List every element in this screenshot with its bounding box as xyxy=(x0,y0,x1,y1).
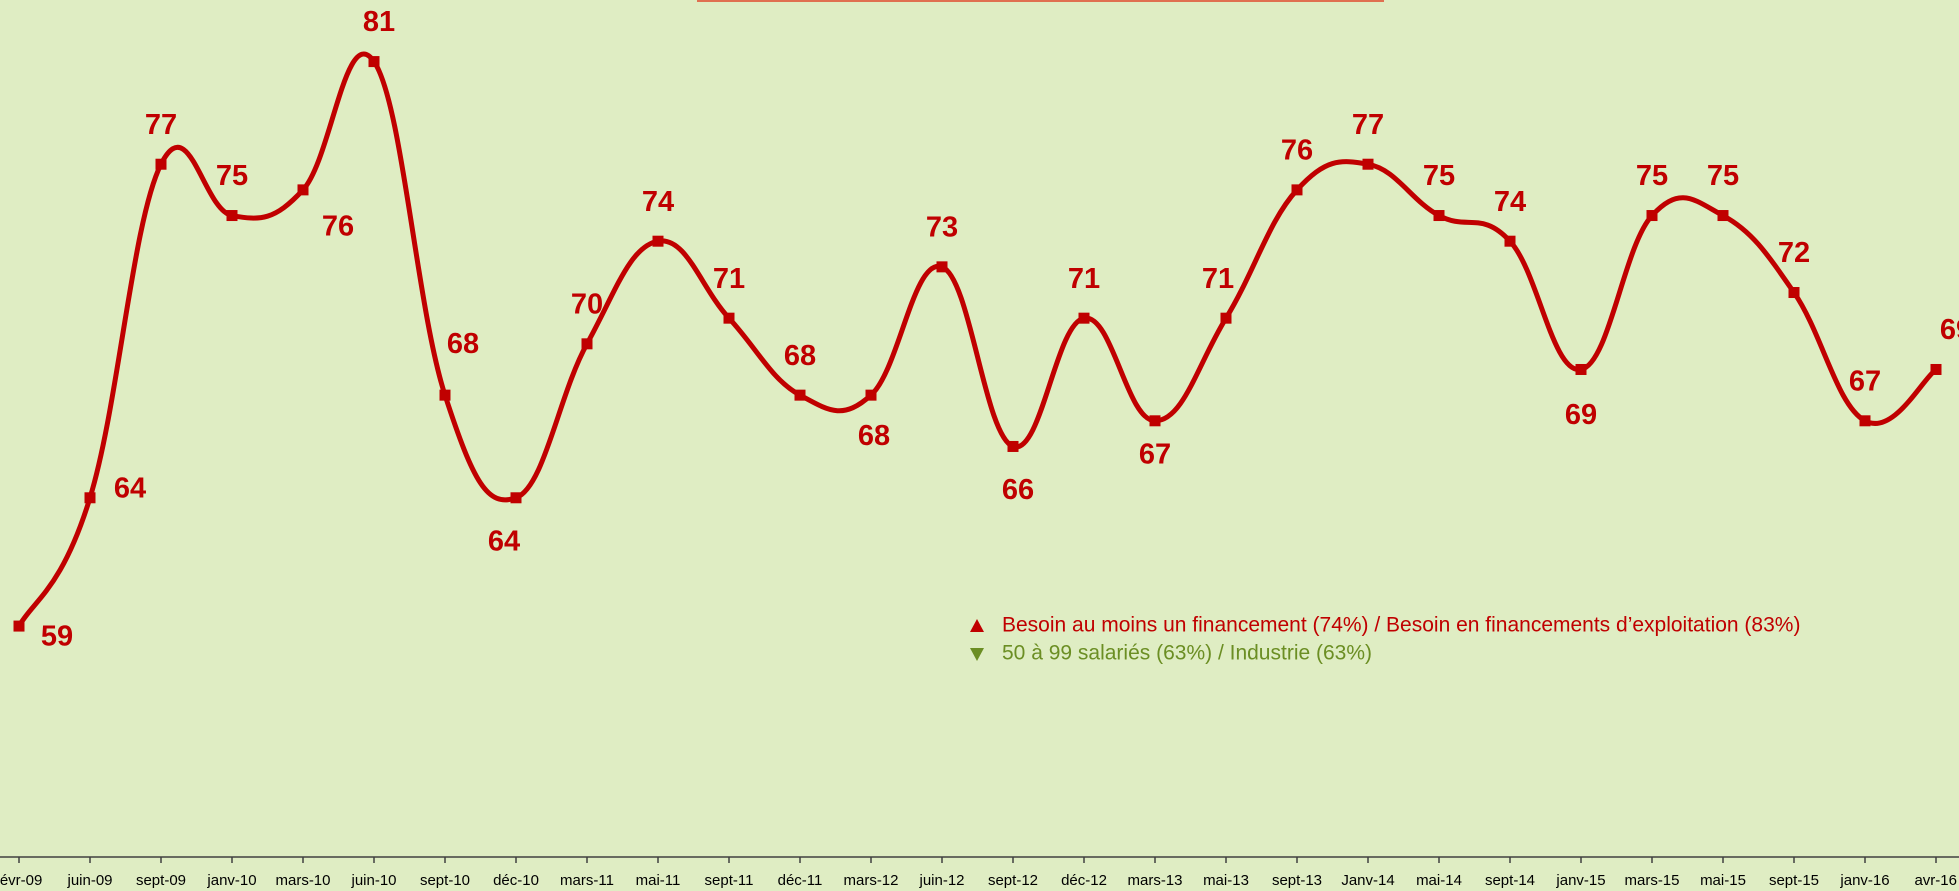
data-label: 71 xyxy=(1068,263,1100,295)
point-marker xyxy=(1646,210,1658,222)
data-label: 67 xyxy=(1849,365,1881,397)
x-tick-label: janv-15 xyxy=(1555,872,1605,889)
point-marker xyxy=(226,210,238,222)
data-label: 75 xyxy=(1707,160,1739,192)
legend-marker xyxy=(970,619,984,632)
x-tick-label: juin-12 xyxy=(918,872,964,889)
data-label: 76 xyxy=(322,211,354,243)
point-marker xyxy=(936,261,948,273)
point-marker xyxy=(1362,158,1374,170)
data-label: 71 xyxy=(713,263,745,295)
x-tick-label: sept-11 xyxy=(705,872,754,889)
data-label: 74 xyxy=(1494,186,1526,218)
point-marker xyxy=(1575,363,1587,375)
point-marker xyxy=(652,235,664,247)
legend-label: Besoin au moins un financement (74%) / B… xyxy=(1002,614,1800,637)
point-marker xyxy=(155,158,167,170)
point-marker xyxy=(1504,235,1516,247)
point-marker xyxy=(1859,415,1871,427)
legend-label: 50 à 99 salariés (63%) / Industrie (63%) xyxy=(1002,642,1372,665)
data-label: 75 xyxy=(1636,160,1668,192)
x-tick-label: mai-11 xyxy=(636,872,681,889)
point-marker xyxy=(1930,363,1942,375)
data-label: 70 xyxy=(571,288,603,320)
data-label: 76 xyxy=(1281,135,1313,167)
data-label: 72 xyxy=(1778,237,1810,269)
data-label: 64 xyxy=(114,472,146,504)
point-marker xyxy=(1717,210,1729,222)
point-marker xyxy=(1220,312,1232,324)
data-label: 68 xyxy=(784,340,816,372)
point-marker xyxy=(1291,184,1303,196)
point-marker xyxy=(84,492,96,504)
point-marker xyxy=(439,389,451,401)
x-tick-label: sept-09 xyxy=(136,872,186,889)
x-tick-label: déc-10 xyxy=(493,872,539,889)
x-tick-label: mars-10 xyxy=(275,872,330,889)
x-tick-label: mai-13 xyxy=(1203,872,1249,889)
x-tick-label: mars-11 xyxy=(560,872,614,889)
point-marker xyxy=(723,312,735,324)
x-tick-label: avr-16 xyxy=(1914,872,1957,889)
x-tick-label: mars-15 xyxy=(1624,872,1679,889)
x-tick-label: mars-13 xyxy=(1127,872,1182,889)
data-label: 68 xyxy=(447,328,479,360)
x-tick-label: mai-15 xyxy=(1700,872,1746,889)
data-label: 73 xyxy=(926,212,958,244)
data-label: 74 xyxy=(642,186,674,218)
data-label: 77 xyxy=(1352,109,1384,141)
x-tick-label: sept-12 xyxy=(988,872,1038,889)
point-marker xyxy=(13,620,25,632)
data-label: 81 xyxy=(363,6,395,38)
x-tick-label: déc-11 xyxy=(778,872,823,889)
point-marker xyxy=(510,492,522,504)
x-tick-label: sept-15 xyxy=(1769,872,1819,889)
data-label: 64 xyxy=(488,525,520,557)
data-label: 59 xyxy=(41,621,73,653)
x-tick-label: janv-16 xyxy=(1839,872,1889,889)
point-marker xyxy=(1007,440,1019,452)
point-marker xyxy=(1149,415,1161,427)
point-marker xyxy=(865,389,877,401)
data-label: 75 xyxy=(216,160,248,192)
data-label: 69 xyxy=(1565,399,1597,431)
x-tick-label: juin-09 xyxy=(66,872,112,889)
point-marker xyxy=(1078,312,1090,324)
data-label: 68 xyxy=(858,420,890,452)
series-line xyxy=(16,51,1938,628)
data-label: 75 xyxy=(1423,160,1455,192)
x-tick-label: mars-12 xyxy=(843,872,898,889)
x-tick-label: mai-14 xyxy=(1416,872,1462,889)
x-tick-label: Janv-14 xyxy=(1341,872,1394,889)
x-tick-label: déc-12 xyxy=(1061,872,1107,889)
x-tick-label: janv-10 xyxy=(206,872,256,889)
data-label: 71 xyxy=(1202,263,1234,295)
x-tick-label: sept-10 xyxy=(420,872,470,889)
point-marker xyxy=(581,338,593,350)
point-marker xyxy=(1788,287,1800,299)
data-label: 77 xyxy=(145,109,177,141)
point-marker xyxy=(368,56,380,68)
x-tick-label: févr-09 xyxy=(0,872,42,889)
data-label: 69 xyxy=(1940,314,1959,346)
point-marker xyxy=(1433,210,1445,222)
x-tick-label: sept-13 xyxy=(1272,872,1322,889)
point-marker xyxy=(794,389,806,401)
data-label: 67 xyxy=(1139,438,1171,470)
legend-marker xyxy=(970,648,984,661)
data-label: 66 xyxy=(1002,474,1034,506)
x-tick-label: juin-10 xyxy=(350,872,396,889)
point-marker xyxy=(297,184,309,196)
x-tick-label: sept-14 xyxy=(1485,872,1535,889)
